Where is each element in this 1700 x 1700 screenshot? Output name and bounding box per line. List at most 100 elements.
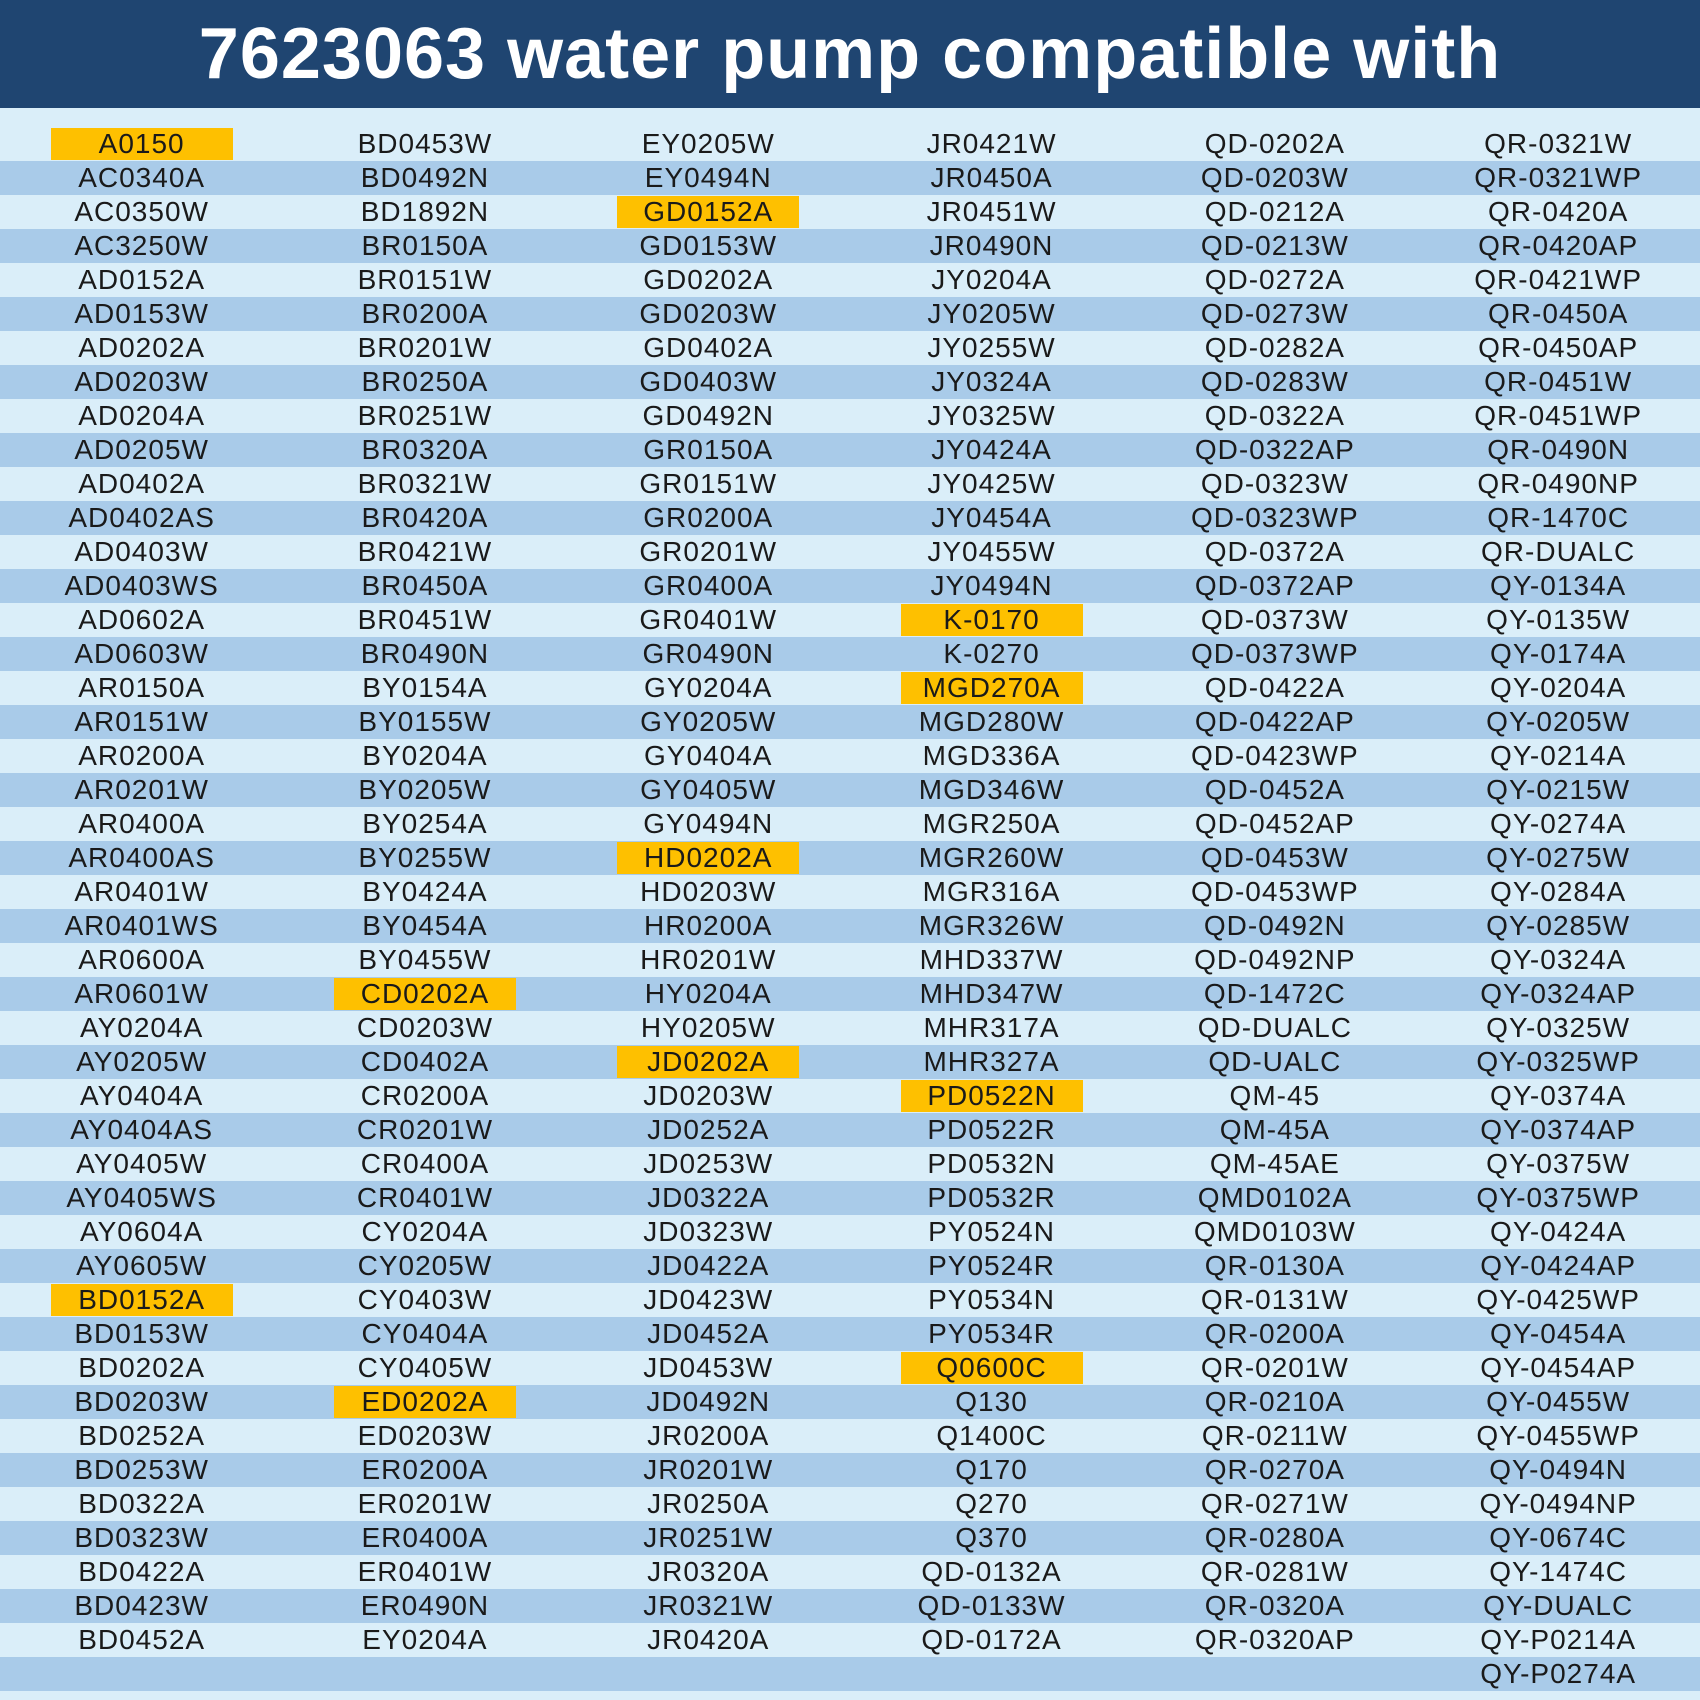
- model-number: HR0201W: [640, 944, 777, 975]
- model-number: QD-1472C: [1203, 978, 1346, 1009]
- table-row-stripe: [0, 1283, 1700, 1317]
- model-number: QD-0172A: [921, 1624, 1062, 1655]
- table-row-stripe: [0, 1385, 1700, 1419]
- model-number: GY0405W: [640, 774, 777, 805]
- model-number: BD0253W: [74, 1454, 209, 1485]
- model-number: QY-1474C: [1489, 1556, 1627, 1587]
- table-row-stripe: [0, 943, 1700, 977]
- model-number: QR-0321W: [1484, 128, 1633, 159]
- model-number: CR0401W: [356, 1182, 494, 1213]
- table-row-stripe: [0, 1147, 1700, 1181]
- model-number: PD0522R: [927, 1114, 1056, 1145]
- model-number: QD-0373W: [1200, 604, 1349, 635]
- model-number: MHR327A: [923, 1046, 1060, 1077]
- model-number: BR0320A: [361, 434, 489, 465]
- model-number: QD-0453WP: [1190, 876, 1359, 907]
- model-number: QY-0275W: [1486, 842, 1631, 873]
- model-number: BY0255W: [358, 842, 492, 873]
- model-number: QR-0210A: [1204, 1386, 1345, 1417]
- model-number: BR0251W: [357, 400, 493, 431]
- model-number: AY0404A: [80, 1080, 204, 1111]
- model-number: EY0204A: [362, 1624, 488, 1655]
- model-number: QY-0494N: [1489, 1454, 1627, 1485]
- model-number: JY0255W: [927, 332, 1056, 363]
- model-number: AR0400AS: [68, 842, 215, 873]
- model-number: MHD337W: [919, 944, 1064, 975]
- table-row-stripe: [0, 365, 1700, 399]
- model-number: QD-0323WP: [1190, 502, 1359, 533]
- table-row-stripe: [0, 603, 1700, 637]
- model-number: QD-0422A: [1204, 672, 1345, 703]
- highlight-marker: [333, 978, 516, 1010]
- table-row-stripe: [0, 1113, 1700, 1147]
- model-number: QR-0280A: [1204, 1522, 1345, 1553]
- model-number: BD0422A: [78, 1556, 206, 1587]
- model-number: QY-0134A: [1490, 570, 1627, 601]
- model-number: BY0154A: [362, 672, 488, 703]
- table-row-stripe: [0, 229, 1700, 263]
- model-number: AD0402A: [78, 468, 206, 499]
- model-number: QR-0320A: [1204, 1590, 1345, 1621]
- model-number: GD0153W: [639, 230, 778, 261]
- model-number: JD0203W: [643, 1080, 774, 1111]
- table-row-stripe: [0, 1453, 1700, 1487]
- model-number: QR-0321WP: [1474, 162, 1642, 193]
- model-number: GD0203W: [639, 298, 778, 329]
- table-row-stripe: [0, 1623, 1700, 1657]
- model-number: QY-0424AP: [1480, 1250, 1637, 1281]
- model-number: AR0401WS: [64, 910, 219, 941]
- model-number: GD0202A: [643, 264, 774, 295]
- model-number: QD-0422AP: [1194, 706, 1355, 737]
- model-number: QD-DUALC: [1197, 1012, 1352, 1043]
- model-number: PY0534R: [928, 1318, 1055, 1349]
- model-number: JD0253W: [643, 1148, 774, 1179]
- table-row-stripe: [0, 773, 1700, 807]
- model-number: GR0490N: [642, 638, 774, 669]
- table-row-stripe: [0, 875, 1700, 909]
- model-number: JD0422A: [647, 1250, 770, 1281]
- model-number: AR0200A: [78, 740, 206, 771]
- model-number: QR-0490N: [1487, 434, 1630, 465]
- model-number: BR0201W: [357, 332, 493, 363]
- model-number: ED0203W: [357, 1420, 493, 1451]
- model-number: Q1400C: [936, 1420, 1047, 1451]
- model-number: QY-0375W: [1486, 1148, 1631, 1179]
- model-number: JR0250A: [647, 1488, 770, 1519]
- model-number: AY0405WS: [66, 1182, 217, 1213]
- model-number: ER0490N: [360, 1590, 490, 1621]
- model-number: MGR250A: [922, 808, 1061, 839]
- table-row-stripe: [0, 399, 1700, 433]
- model-number: JD0323W: [643, 1216, 774, 1247]
- model-number: GD0152A: [643, 196, 774, 227]
- model-number: BD0152A: [78, 1284, 206, 1315]
- model-number: JR0490N: [929, 230, 1054, 261]
- model-number: QD-0272A: [1204, 264, 1345, 295]
- model-number: JD0322A: [647, 1182, 770, 1213]
- model-number: GD0403W: [639, 366, 778, 397]
- model-number: AC0340A: [78, 162, 206, 193]
- model-number: GY0204A: [644, 672, 773, 703]
- model-number: BD0453W: [357, 128, 493, 159]
- table-row-stripe: [0, 331, 1700, 365]
- model-number: EY0205W: [641, 128, 775, 159]
- model-number: BD0322A: [78, 1488, 206, 1519]
- model-number: QY-0454AP: [1480, 1352, 1637, 1383]
- model-number: GY0494N: [643, 808, 774, 839]
- model-number: QR-0451W: [1484, 366, 1633, 397]
- model-number: CY0204A: [361, 1216, 489, 1247]
- model-number: MGD336A: [922, 740, 1061, 771]
- table-row-stripe: [0, 1555, 1700, 1589]
- table-row-stripe: [0, 671, 1700, 705]
- model-number: QD-0372A: [1204, 536, 1345, 567]
- model-number: QD-UALC: [1208, 1046, 1342, 1077]
- model-number: CY0404A: [361, 1318, 489, 1349]
- model-number: QR-0200A: [1204, 1318, 1345, 1349]
- model-number: Q0600C: [936, 1352, 1047, 1383]
- model-number: QY-0324A: [1490, 944, 1627, 975]
- model-number: MHD347W: [919, 978, 1064, 1009]
- model-number: QD-0453W: [1200, 842, 1349, 873]
- model-number: JR0320A: [647, 1556, 770, 1587]
- model-number: JY0494N: [930, 570, 1053, 601]
- model-number: JR0201W: [643, 1454, 774, 1485]
- model-number: BR0151W: [357, 264, 493, 295]
